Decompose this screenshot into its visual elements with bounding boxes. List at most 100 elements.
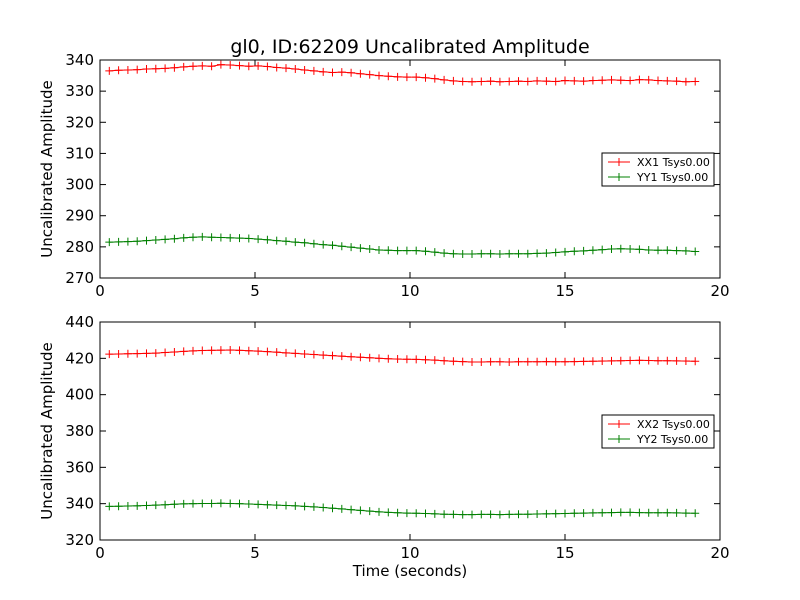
data-point-marker [421, 355, 430, 364]
y-tick-label: 380 [65, 422, 94, 440]
x-tick-label: 5 [250, 282, 260, 300]
data-point-marker [207, 346, 216, 355]
x-axis-label: Time (seconds) [352, 562, 468, 580]
data-point-marker [412, 509, 421, 518]
data-point-marker [523, 510, 532, 519]
data-point-marker [133, 501, 142, 510]
data-point-marker [644, 75, 653, 84]
data-point-marker [300, 238, 309, 247]
data-point-marker [588, 508, 597, 517]
data-point-marker [402, 509, 411, 518]
data-point-marker [654, 76, 662, 85]
x-tick-label: 15 [555, 544, 574, 562]
data-point-marker [440, 356, 449, 365]
data-point-marker [607, 356, 616, 365]
data-point-marker [514, 510, 523, 519]
data-point-marker [458, 357, 467, 366]
data-point-marker [570, 357, 579, 366]
data-point-marker [207, 62, 216, 71]
data-point-marker [514, 77, 523, 86]
data-point-marker [579, 77, 588, 86]
data-point-marker [263, 500, 272, 509]
data-point-marker [114, 349, 123, 358]
data-point-marker [561, 76, 569, 85]
data-point-marker [347, 352, 356, 361]
data-point-marker [133, 65, 142, 74]
data-point-marker [142, 65, 151, 74]
data-point-marker [263, 235, 272, 244]
data-point-marker [309, 350, 318, 359]
data-point-marker [607, 75, 616, 84]
data-point-marker [681, 357, 690, 366]
legend-box [601, 152, 715, 187]
data-point-marker [161, 235, 170, 244]
data-point-marker [235, 61, 244, 70]
data-point-marker [216, 499, 225, 508]
data-point-marker [291, 238, 300, 247]
data-point-marker [561, 509, 569, 518]
y-tick-label: 320 [65, 113, 94, 131]
data-point-marker [551, 357, 560, 366]
data-point-marker [681, 246, 690, 255]
data-point-marker [402, 73, 411, 82]
data-point-marker [300, 65, 309, 74]
data-point-marker [616, 356, 625, 365]
series-line [109, 502, 696, 516]
data-point-marker [207, 233, 216, 242]
data-point-marker [170, 347, 179, 356]
y-tick-label: 290 [65, 207, 94, 225]
data-point-marker [393, 355, 402, 364]
y-tick-label: 440 [65, 313, 94, 331]
legend-swatch-marker [615, 173, 623, 181]
data-point-marker [616, 508, 625, 517]
top-subplot: 0 5 10 15 20 270 280 290 300 310 320 330 340 Uncalibr… [38, 51, 730, 300]
series-xx [105, 345, 700, 366]
data-point-marker [189, 233, 197, 242]
data-point-marker [551, 77, 560, 86]
y-axis-label: Uncalibrated Amplitude [38, 342, 56, 519]
data-point-marker [616, 244, 625, 253]
y-tick-label: 280 [65, 238, 94, 256]
data-point-marker [579, 509, 588, 518]
bottom-subplot: 0 5 10 15 20 320 340 360 380 400 420 440 Uncalibrate… [38, 313, 730, 580]
data-point-marker [421, 509, 430, 518]
data-point-marker [430, 509, 439, 518]
y-tick-label: 340 [65, 51, 94, 69]
data-point-marker [114, 237, 123, 246]
data-point-marker [179, 233, 188, 242]
data-point-marker [226, 345, 235, 354]
data-point-marker [142, 349, 151, 358]
data-point-marker [542, 357, 551, 366]
data-point-marker [598, 357, 607, 366]
data-point-marker [123, 502, 132, 511]
data-point-marker [337, 242, 346, 251]
data-point-marker [542, 249, 551, 258]
legend: XX2 Tsys0.00 YY2 Tsys0.00 [601, 414, 715, 449]
data-point-marker [514, 249, 523, 258]
data-point-marker [337, 68, 346, 77]
data-point-marker [486, 357, 495, 366]
data-point-marker [235, 234, 244, 243]
data-point-marker [672, 246, 681, 255]
data-point-marker [170, 500, 179, 509]
data-point-marker [449, 510, 458, 519]
data-point-marker [207, 499, 216, 508]
y-tick-label: 400 [65, 386, 94, 404]
data-point-marker [105, 502, 114, 511]
data-point-marker [189, 499, 197, 508]
data-point-marker [607, 245, 616, 254]
data-point-marker [495, 357, 504, 366]
data-point-marker [263, 62, 272, 71]
data-point-marker [477, 77, 486, 86]
series-line [109, 349, 696, 363]
data-point-marker [663, 76, 672, 85]
legend-swatch-marker [615, 420, 623, 428]
data-point-marker [291, 501, 300, 510]
data-point-marker [412, 246, 421, 255]
data-point-marker [598, 76, 607, 85]
data-point-marker [319, 503, 328, 512]
data-point-marker [626, 245, 635, 254]
x-tick-label: 10 [400, 544, 419, 562]
data-point-marker [663, 246, 672, 255]
